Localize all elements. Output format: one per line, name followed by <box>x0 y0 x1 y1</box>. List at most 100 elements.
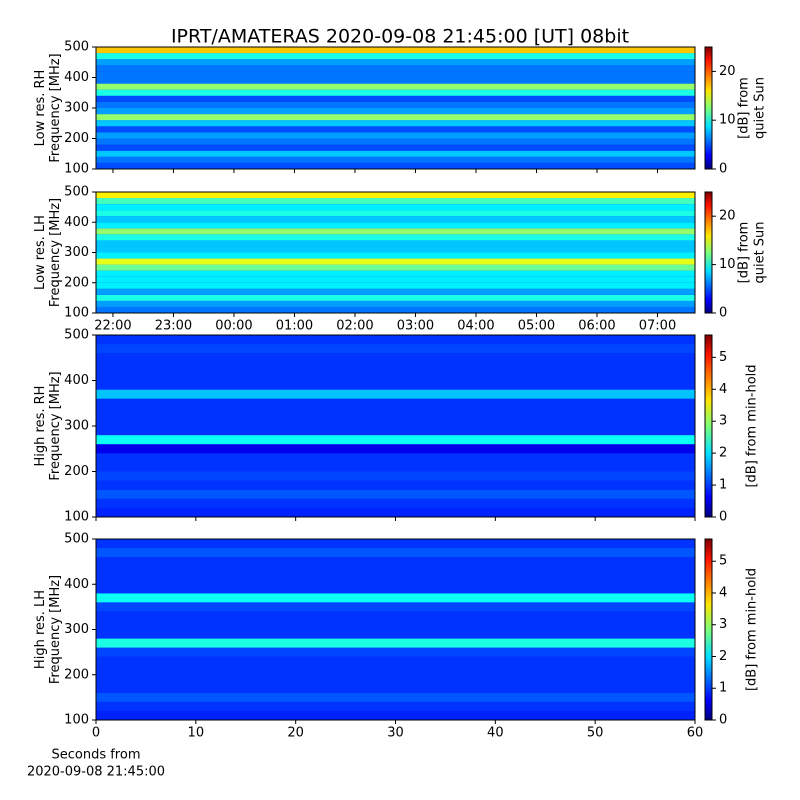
colorbar-label: [dB] from min-hold <box>745 364 760 487</box>
x-tick-label: 30 <box>387 726 404 741</box>
y-axis-label: High res. LH <box>33 590 48 669</box>
heatmap-cell <box>96 95 695 102</box>
x-tick-label: 50 <box>587 726 604 741</box>
y-tick-label: 500 <box>64 328 89 343</box>
heatmap-cell <box>96 162 695 169</box>
y-tick-label: 400 <box>64 577 89 592</box>
heatmap-cell <box>96 371 695 381</box>
y-axis-label: High res. RH <box>33 386 48 467</box>
y-axis-label: Frequency [MHz] <box>48 198 63 307</box>
heatmap-cell <box>96 234 695 241</box>
heatmap-cell <box>96 489 695 499</box>
colorbar-frame <box>704 46 713 170</box>
y-tick-label: 300 <box>64 419 89 434</box>
y-tick-label: 200 <box>64 275 89 290</box>
x-tick-label: 02:00 <box>336 319 373 334</box>
colorbar <box>705 192 712 313</box>
colorbar-tick-label: 5 <box>719 554 727 569</box>
heatmap-cell <box>96 192 695 199</box>
colorbar <box>705 47 712 169</box>
heatmap-cell <box>96 647 695 657</box>
heatmap-cell <box>96 398 695 408</box>
heatmap-cell <box>96 210 695 217</box>
colorbar-tick-label: 2 <box>719 446 727 461</box>
heatmap-cell <box>96 683 695 693</box>
y-tick-label: 500 <box>64 185 89 200</box>
heatmap-cell <box>96 138 695 145</box>
heatmap-cell <box>96 584 695 594</box>
x-tick-label: 40 <box>487 726 504 741</box>
x-tick-label: 06:00 <box>578 319 615 334</box>
heatmap-cell <box>96 77 695 84</box>
heatmap-cell <box>96 362 695 372</box>
x-tick-label: 22:00 <box>94 319 131 334</box>
y-tick-label: 200 <box>64 667 89 682</box>
colorbar-tick-label: 2 <box>719 649 727 664</box>
y-tick-label: 500 <box>64 532 89 547</box>
x-tick-label: 0 <box>92 726 100 741</box>
heatmap-cell <box>96 294 695 301</box>
colorbar-tick-label: 1 <box>719 681 727 696</box>
heatmap-cell <box>96 353 695 363</box>
colorbar-tick-label: 10 <box>719 257 736 272</box>
heatmap-cell <box>96 548 695 558</box>
heatmap-cell <box>96 47 695 54</box>
heatmap-cell <box>96 539 695 549</box>
colorbar-frame <box>704 191 713 314</box>
y-tick-label: 300 <box>64 101 89 116</box>
y-tick-label: 100 <box>64 306 89 321</box>
heatmap-cell <box>96 101 695 108</box>
y-tick-label: 300 <box>64 245 89 260</box>
heatmap-cell <box>96 710 695 720</box>
heatmap-cell <box>96 156 695 163</box>
colorbar <box>705 335 712 517</box>
colorbar-label: [dB] from <box>737 77 752 139</box>
y-tick-label: 300 <box>64 622 89 637</box>
heatmap-cell <box>96 264 695 271</box>
heatmap-cell <box>96 144 695 151</box>
y-tick-label: 200 <box>64 131 89 146</box>
heatmap-cell <box>96 557 695 567</box>
heatmap-cell <box>96 132 695 139</box>
heatmap-cell <box>96 71 695 78</box>
colorbar-frame <box>704 334 713 518</box>
y-tick-label: 100 <box>64 162 89 177</box>
colorbar-tick-label: 10 <box>719 113 736 128</box>
heatmap-cell <box>96 222 695 229</box>
heatmap-cell <box>96 656 695 666</box>
heatmap-cell <box>96 65 695 72</box>
heatmap-cell <box>96 216 695 223</box>
colorbar-tick-label: 0 <box>719 306 727 321</box>
y-tick-label: 500 <box>64 40 89 55</box>
heatmap-cell <box>96 270 695 277</box>
colorbar-tick-label: 20 <box>719 64 736 79</box>
heatmap-cell <box>96 344 695 354</box>
colorbar-tick-label: 4 <box>719 382 727 397</box>
colorbar-tick-label: 5 <box>719 350 727 365</box>
chart-title: IPRT/AMATERAS 2020-09-08 21:45:00 [UT] 0… <box>171 26 629 48</box>
heatmap-cell <box>96 89 695 96</box>
heatmap-cell <box>96 462 695 472</box>
x-tick-label: 01:00 <box>276 319 313 334</box>
heatmap-cell <box>96 120 695 127</box>
heatmap-cell <box>96 59 695 66</box>
y-axis-label: Frequency [MHz] <box>48 371 63 480</box>
y-axis-label: Frequency [MHz] <box>48 53 63 162</box>
heatmap-cell <box>96 566 695 576</box>
x-tick-label: 10 <box>188 726 205 741</box>
x-tick-label: 60 <box>687 726 704 741</box>
heatmap-cell <box>96 126 695 133</box>
heatmap-cell <box>96 575 695 585</box>
x-axis-label: 2020-09-08 21:45:00 <box>27 765 165 780</box>
x-tick-label: 04:00 <box>457 319 494 334</box>
heatmap-cell <box>96 108 695 115</box>
y-axis-label: Frequency [MHz] <box>48 575 63 684</box>
y-tick-label: 400 <box>64 70 89 85</box>
colorbar-frame <box>704 538 713 721</box>
colorbar-tick-label: 0 <box>719 510 727 525</box>
colorbar-tick-label: 0 <box>719 162 727 177</box>
colorbar-label: [dB] from <box>737 222 752 284</box>
heatmap-cell <box>96 380 695 390</box>
colorbar-tick-label: 0 <box>719 713 727 728</box>
y-tick-label: 100 <box>64 713 89 728</box>
